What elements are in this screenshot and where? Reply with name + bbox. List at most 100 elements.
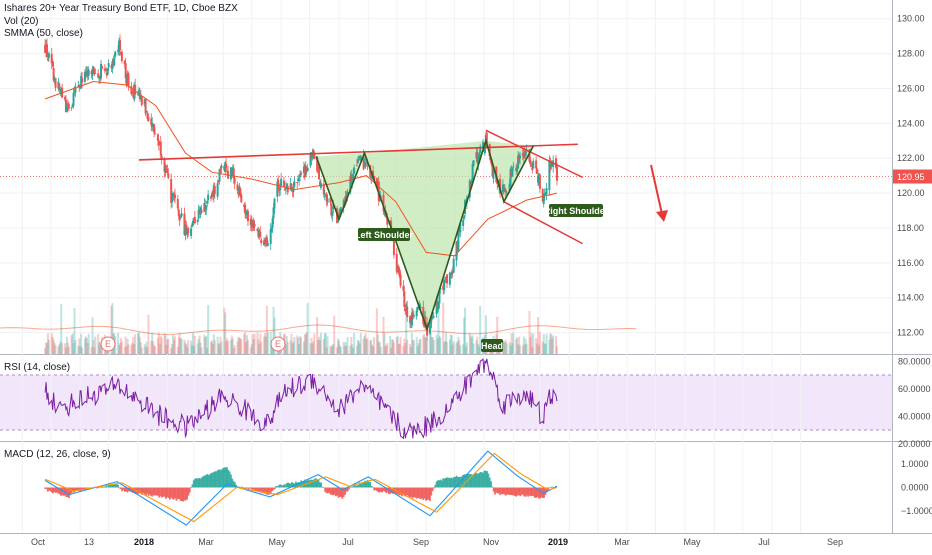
volume-bar xyxy=(143,344,146,354)
candle-body xyxy=(256,229,259,231)
volume-bar xyxy=(424,337,427,354)
macd-histogram-bar xyxy=(60,487,62,496)
macd-histogram-bar xyxy=(520,487,523,496)
macd-histogram-bar xyxy=(471,474,474,488)
volume-bar xyxy=(436,338,439,354)
volume-bar xyxy=(137,332,140,354)
macd-histogram-bar xyxy=(72,487,74,492)
volume-bar xyxy=(144,346,147,354)
channel-upper-line xyxy=(485,129,583,179)
volume-bar xyxy=(537,345,540,354)
earnings-marker-circle[interactable] xyxy=(270,336,286,352)
candle-body xyxy=(114,51,117,57)
earnings-marker-circle[interactable] xyxy=(100,336,116,352)
earnings-marker[interactable]: E xyxy=(270,336,286,352)
volume-bar xyxy=(293,337,296,354)
macd-histogram-bar xyxy=(320,482,323,488)
volume-bar xyxy=(345,346,348,354)
volume-bar xyxy=(464,346,467,354)
macd-histogram-bar xyxy=(387,487,390,495)
volume-bar xyxy=(219,336,222,354)
volume-bar xyxy=(364,333,367,354)
volume-bar xyxy=(220,341,223,354)
volume-bar xyxy=(192,346,195,354)
rsi-legend[interactable]: RSI (14, close) xyxy=(4,362,71,373)
volume-bar xyxy=(173,339,176,354)
candle-body xyxy=(286,185,289,193)
macd-histogram-bar xyxy=(176,487,179,499)
macd-histogram-bar xyxy=(532,487,535,497)
volume-bar xyxy=(306,302,309,354)
macd-histogram-bar xyxy=(391,487,394,494)
macd-histogram-bar xyxy=(383,487,386,492)
volume-bar xyxy=(373,337,376,354)
volume-bar xyxy=(280,347,283,354)
candle-body xyxy=(457,232,460,252)
candle-body xyxy=(532,160,535,169)
macd-legend[interactable]: MACD (12, 26, close, 9) xyxy=(4,449,111,460)
candle-body xyxy=(452,258,455,273)
macd-histogram-bar xyxy=(69,487,72,496)
candle-body xyxy=(236,184,239,191)
smma-legend[interactable]: SMMA (50, close) xyxy=(4,28,83,39)
symbol-legend[interactable]: Ishares 20+ Year Treasury Bond ETF, 1D, … xyxy=(4,3,238,14)
volume-bar xyxy=(532,333,535,354)
volume-bar xyxy=(411,340,414,354)
macd-histogram-bar xyxy=(452,477,455,488)
vol-legend[interactable]: Vol (20) xyxy=(4,16,39,27)
macd-histogram-bar xyxy=(227,469,230,488)
volume-bar xyxy=(218,344,221,354)
rsi-tick-label: 40.0000 xyxy=(898,411,931,421)
volume-bar xyxy=(140,347,143,354)
macd-histogram-bar xyxy=(326,487,329,494)
volume-bar xyxy=(551,338,554,354)
candle-body xyxy=(58,83,61,90)
volume-bar xyxy=(324,332,327,354)
candle-body xyxy=(225,163,228,169)
volume-bar xyxy=(290,333,293,354)
candle-body xyxy=(535,160,538,169)
volume-bar xyxy=(64,343,67,354)
volume-bar xyxy=(133,343,136,354)
macd-histogram-bar xyxy=(110,484,113,488)
volume-bar xyxy=(64,347,67,354)
macd-histogram-bar xyxy=(324,487,327,492)
volume-bar xyxy=(462,344,465,354)
candle-body xyxy=(429,317,432,328)
candle-body xyxy=(47,53,50,58)
candle-body xyxy=(260,239,263,244)
macd-histogram-bar xyxy=(309,479,312,488)
candle-body xyxy=(543,193,546,196)
macd-histogram-bar xyxy=(233,482,236,488)
volume-bar xyxy=(371,344,374,354)
volume-bar xyxy=(385,344,388,354)
candle-body xyxy=(171,194,174,203)
volume-bar xyxy=(138,336,141,354)
rsi-band xyxy=(0,375,892,430)
volume-bar xyxy=(179,338,182,354)
macd-histogram-bar xyxy=(502,487,504,495)
volume-bar xyxy=(213,340,216,354)
candle-body xyxy=(309,154,312,166)
macd-histogram-bar xyxy=(147,487,150,496)
macd-histogram-bar xyxy=(448,478,451,488)
macd-histogram-bar xyxy=(215,471,218,488)
volume-bar xyxy=(50,333,53,354)
volume-bar xyxy=(391,339,394,354)
volume-bar xyxy=(512,332,515,354)
volume-bar xyxy=(197,339,200,354)
macd-histogram-bar xyxy=(142,487,145,494)
volume-bar xyxy=(310,337,313,354)
volume-bar xyxy=(159,335,162,354)
volume-bar xyxy=(448,339,451,354)
volume-bar xyxy=(332,343,335,354)
volume-bar xyxy=(428,334,431,354)
candle-body xyxy=(190,228,193,236)
volume-bar xyxy=(245,341,248,354)
earnings-marker[interactable]: E xyxy=(100,336,116,352)
macd-histogram-bar xyxy=(208,474,211,488)
candle-body xyxy=(104,69,107,71)
macd-histogram-bar xyxy=(146,487,149,494)
candle-body xyxy=(265,237,268,245)
